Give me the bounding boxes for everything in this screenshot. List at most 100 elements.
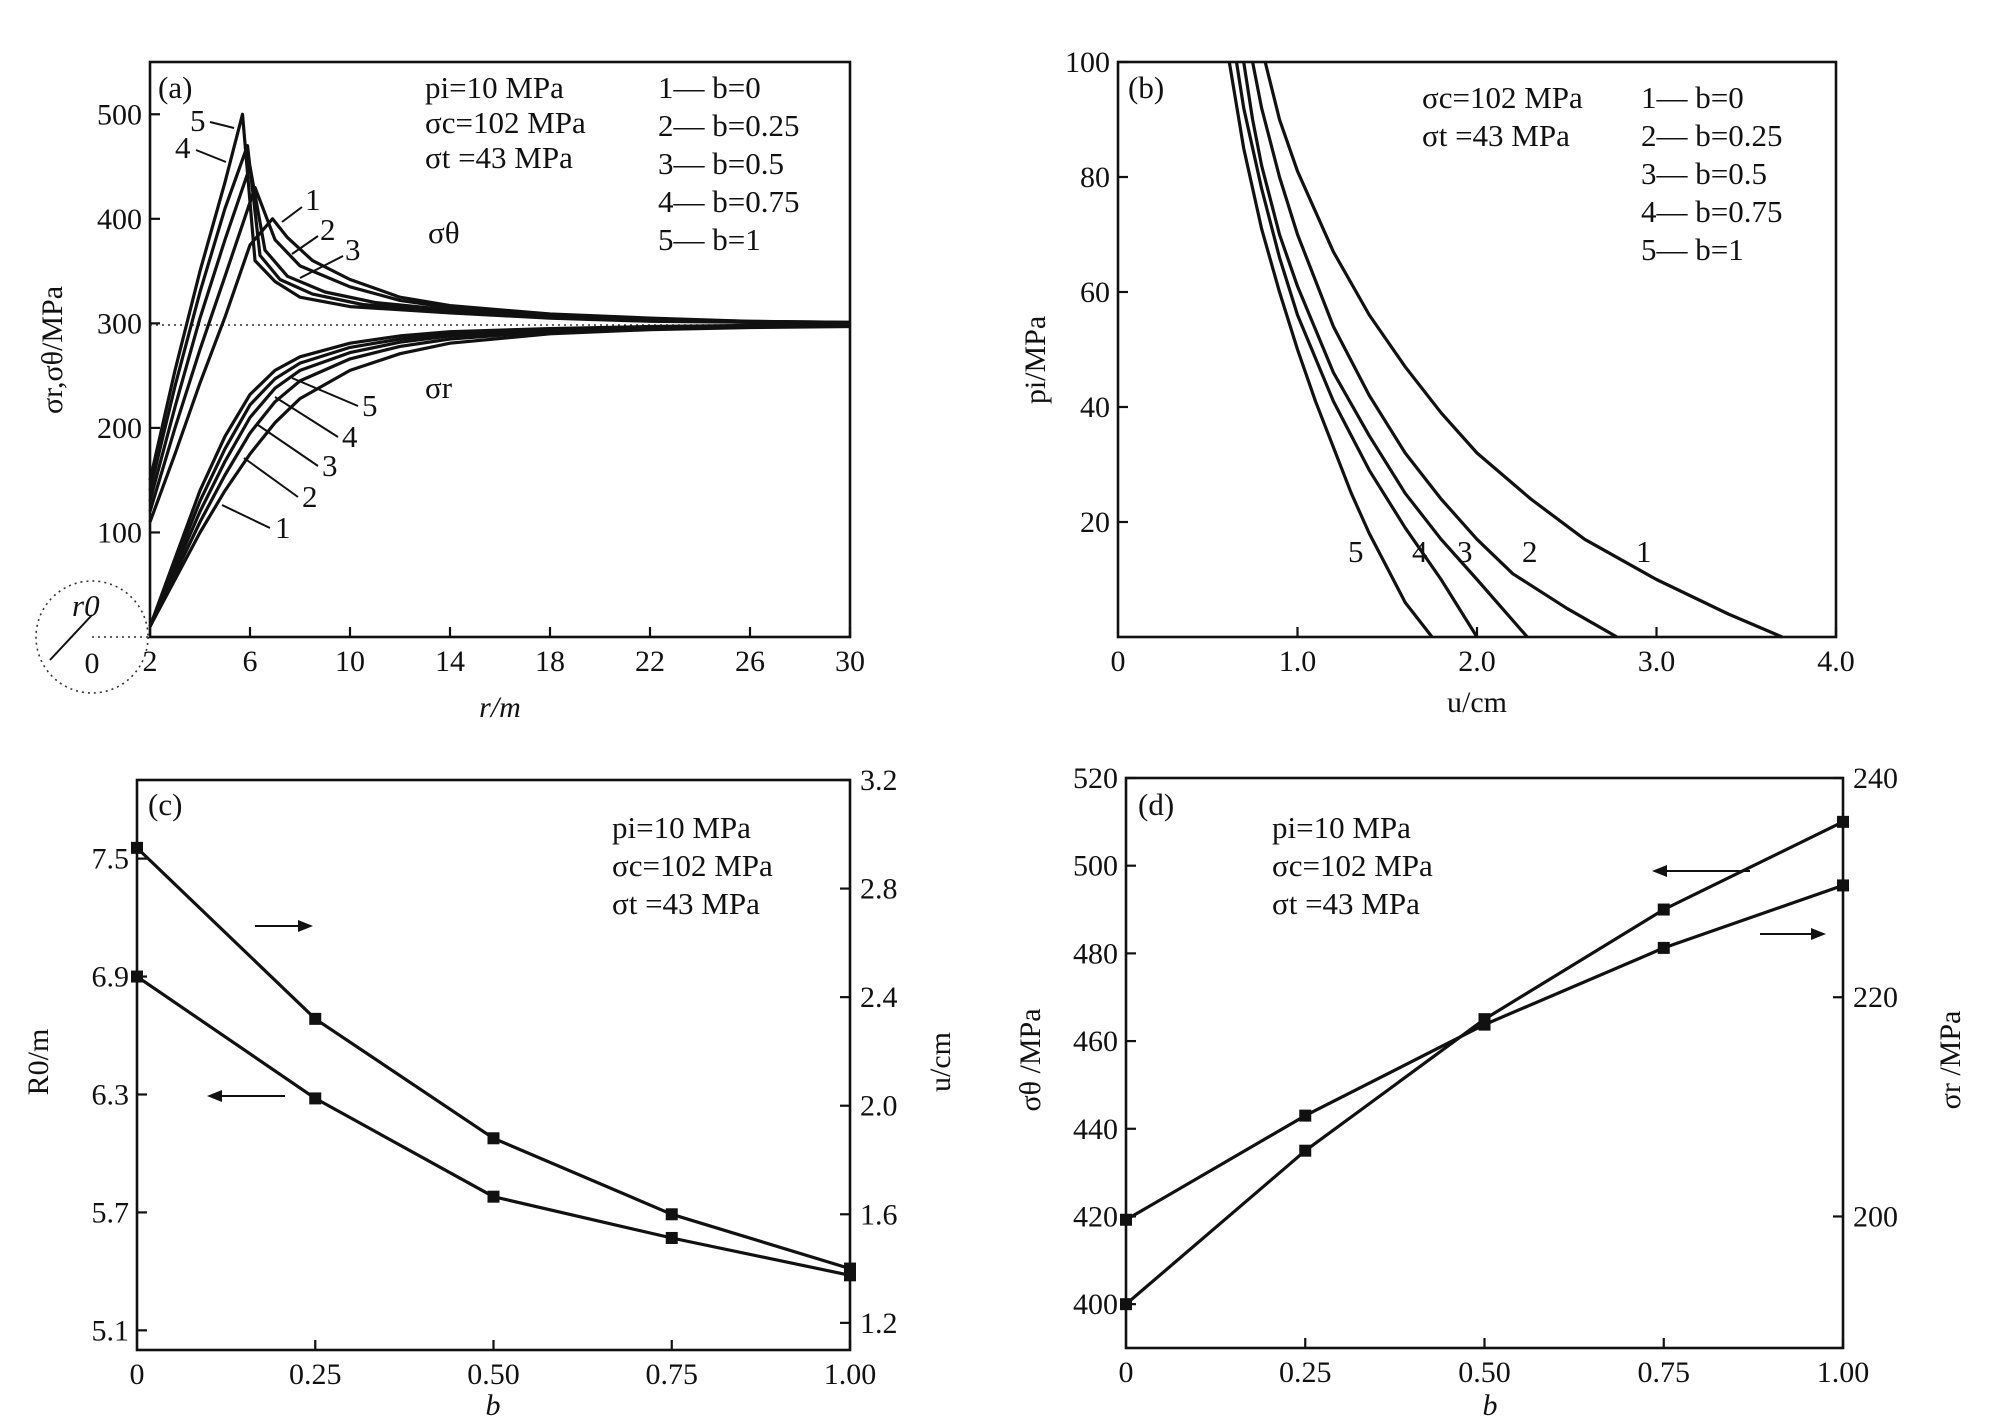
panel-b-legend-5: 5— b=1 bbox=[1641, 232, 1744, 267]
panel-a-y-tick-label: 100 bbox=[97, 516, 142, 549]
panel-a-label: (a) bbox=[158, 70, 192, 105]
panel-c-series-line-1 bbox=[136, 975, 851, 1277]
panel-d-xlabel: b bbox=[1483, 1389, 1498, 1422]
panel-d-x-tick-label: 0.50 bbox=[1458, 1356, 1511, 1389]
panel-c-y-tick-label: 6.9 bbox=[92, 961, 130, 994]
panel-a-leader-lower-1 bbox=[221, 504, 271, 529]
panel-a-x-tick-label: 30 bbox=[835, 645, 865, 678]
panel-b-legend-3: 3— b=0.5 bbox=[1641, 156, 1767, 191]
panel-c-ticks: 0 0.25 0.50 0.75 1.00 5.1 5.7 6.3 6.9 7.5 1.2 1.6 2.… bbox=[92, 764, 898, 1391]
panel-b-series-line-5 bbox=[1227, 61, 1434, 638]
panel-a-leader-lower-4 bbox=[274, 396, 339, 438]
panel-a-upper-label-4: 4 bbox=[175, 130, 191, 165]
panel-c-x-tick-label: 0.75 bbox=[646, 1358, 699, 1391]
panel-b-curve-label-3: 3 bbox=[1457, 534, 1473, 569]
panel-c-y-right-tick-label: 2.0 bbox=[860, 1090, 898, 1123]
panel-a-upper-label-5: 5 bbox=[190, 103, 206, 138]
panel-a-annotation-1: pi=10 MPa bbox=[425, 70, 564, 105]
panel-c-data-marker bbox=[131, 841, 143, 854]
panel-b-curves bbox=[1227, 61, 1783, 639]
panel-d-label: (d) bbox=[1138, 787, 1174, 822]
panel-c-y-right-tick-label: 1.2 bbox=[860, 1307, 898, 1340]
panel-b-x-tick-label: 4.0 bbox=[1817, 645, 1855, 678]
panel-b-x-tick-label: 3.0 bbox=[1638, 645, 1676, 678]
panel-a-leader-upper-1 bbox=[281, 206, 303, 223]
panel-d-y-tick-label: 460 bbox=[1073, 1025, 1118, 1058]
panel-a-leader-lower-5 bbox=[291, 377, 359, 407]
panel-b-label: (b) bbox=[1128, 70, 1164, 105]
panel-d-y-tick-label: 480 bbox=[1073, 937, 1118, 970]
panel-d-x-tick-label: 0 bbox=[1119, 1356, 1134, 1389]
panel-b-legend-2: 2— b=0.25 bbox=[1641, 118, 1782, 153]
panel-b-xlabel: u/cm bbox=[1447, 686, 1507, 719]
panel-c: 0 0.25 0.50 0.75 1.00 5.1 5.7 6.3 6.9 7.5 1.2 1.6 2.… bbox=[22, 764, 957, 1422]
panel-d-curves bbox=[1120, 815, 1849, 1311]
panel-d-arrow-left bbox=[1652, 865, 1750, 877]
panel-b-curve-label-2: 2 bbox=[1522, 534, 1538, 569]
panel-c-arrow-left bbox=[207, 1090, 285, 1102]
panel-c-ylabel: R0/m bbox=[22, 1029, 55, 1096]
panel-b-curve-label-5: 5 bbox=[1348, 534, 1364, 569]
panel-d-arrow-right bbox=[1760, 928, 1826, 940]
panel-d-x-tick-label: 0.25 bbox=[1279, 1356, 1332, 1389]
panel-b-legend-4: 4— b=0.75 bbox=[1641, 194, 1782, 229]
panel-a-legend-5: 5— b=1 bbox=[658, 222, 761, 257]
panel-a-xlabel: r/m bbox=[479, 691, 521, 724]
panel-d-ticks: 0 0.25 0.50 0.75 1.00 400 420 440 460 480 500 520 20… bbox=[1073, 762, 1898, 1389]
panel-a-lower-label-1: 1 bbox=[275, 510, 291, 545]
panel-a-annotation-3: σt =43 MPa bbox=[425, 140, 573, 175]
panel-b-ylabel: pi/MPa bbox=[1019, 316, 1052, 404]
panel-a-x-tick-label: 14 bbox=[435, 645, 465, 678]
panel-d-x-tick-label: 1.00 bbox=[1817, 1356, 1870, 1389]
panel-c-y-right-tick-label: 1.6 bbox=[860, 1198, 898, 1231]
panel-c-y-right-tick-label: 2.8 bbox=[860, 873, 898, 906]
panel-c-y-tick-label: 5.7 bbox=[92, 1196, 130, 1229]
panel-b-series-line-1 bbox=[1263, 61, 1783, 639]
panel-a-leader-lower-2 bbox=[243, 457, 299, 498]
panel-a-annotation-2: σc=102 MPa bbox=[425, 105, 586, 140]
panel-c-y-tick-label: 5.1 bbox=[92, 1314, 130, 1347]
panel-d-y-tick-label: 500 bbox=[1073, 850, 1118, 883]
panel-c-xlabel: b bbox=[486, 1389, 501, 1422]
panel-c-data-marker bbox=[665, 1231, 678, 1244]
panel-a-x-tick-label: 26 bbox=[735, 645, 765, 678]
panel-d-series-line-2 bbox=[1125, 883, 1844, 1222]
panel-c-x-tick-label: 0.50 bbox=[467, 1358, 520, 1391]
panel-d-ylabel: σθ /MPa bbox=[1014, 1008, 1047, 1111]
panel-a-legend-1: 1— b=0 bbox=[658, 70, 761, 105]
panel-c-annotation-3: σt =43 MPa bbox=[612, 886, 760, 921]
panel-d-y-right-tick-label: 240 bbox=[1853, 762, 1898, 795]
panel-b-curve-label-1: 1 bbox=[1636, 534, 1652, 569]
panel-d-annotation-1: pi=10 MPa bbox=[1272, 810, 1411, 845]
panel-a-x-tick-label: 6 bbox=[243, 645, 258, 678]
panel-a-x-tick-label: 10 bbox=[335, 645, 365, 678]
panel-c-ylabel-right: u/cm bbox=[924, 1032, 957, 1092]
panel-c-y-right-tick-label: 2.4 bbox=[860, 981, 898, 1014]
panel-a-series-line-1 bbox=[148, 217, 851, 523]
panel-d-series-line-1 bbox=[1124, 820, 1844, 1306]
panel-c-data-marker bbox=[131, 970, 143, 983]
panel-b-series-line-3 bbox=[1242, 61, 1529, 639]
panel-b-ticks: 0 1.0 2.0 3.0 4.0 20 40 60 80 100 bbox=[1065, 46, 1855, 678]
panel-a-origin-r0-label: r0 bbox=[72, 588, 100, 623]
panel-a-upper-label-3: 3 bbox=[345, 232, 361, 267]
panel-d-data-marker bbox=[1657, 941, 1670, 954]
panel-c-data-marker bbox=[487, 1190, 500, 1203]
panel-b-legend-1: 1— b=0 bbox=[1641, 80, 1744, 115]
panel-b-annotation-1: σc=102 MPa bbox=[1422, 80, 1583, 115]
panel-d-data-marker bbox=[1837, 815, 1849, 828]
panel-c-y-tick-label: 7.5 bbox=[92, 843, 130, 876]
panel-b-x-tick-label: 0 bbox=[1111, 645, 1126, 678]
panel-c-arrow-right bbox=[255, 920, 313, 932]
panel-d-y-tick-label: 440 bbox=[1073, 1113, 1118, 1146]
panel-d-data-marker bbox=[1120, 1298, 1132, 1311]
panel-d-data-marker bbox=[1657, 903, 1670, 916]
panel-c-data-marker bbox=[309, 1012, 322, 1025]
panel-d-ylabel-right: σr /MPa bbox=[1934, 1011, 1967, 1110]
panel-d-x-tick-label: 0.75 bbox=[1638, 1356, 1691, 1389]
panel-c-data-marker bbox=[487, 1132, 500, 1145]
panel-a-curves bbox=[148, 112, 851, 628]
